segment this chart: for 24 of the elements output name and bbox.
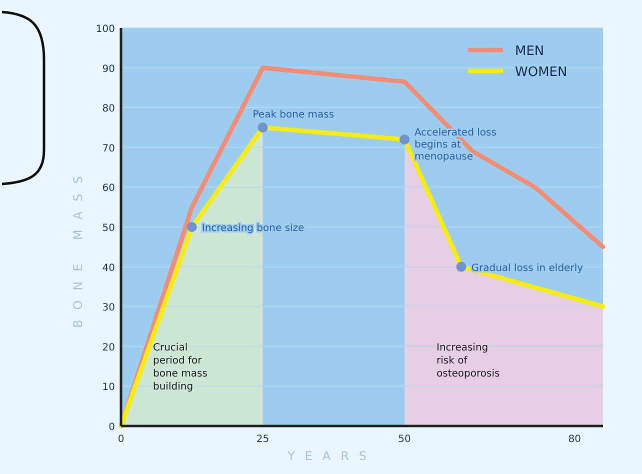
annotation: Peak bone mass (252, 110, 334, 120)
y-tick-label: 80 (102, 104, 115, 115)
y-tick-label: 10 (102, 382, 115, 394)
y-tick-label: 90 (102, 64, 115, 75)
legend-label: WOMEN (515, 65, 568, 80)
x-tick-label: 80 (568, 434, 582, 445)
band-label: Crucial period for bone mass building (153, 342, 208, 392)
band-label: Increasing risk of osteoporosis (436, 342, 500, 380)
y-tick-label: 0 (108, 422, 115, 433)
y-tick-label: 70 (102, 143, 115, 154)
x-axis-title: YEARS (286, 449, 377, 463)
y-tick-label: 50 (102, 223, 115, 234)
annotation: Increasing bone size (202, 223, 304, 234)
annotation: Gradual loss in elderly (471, 262, 584, 274)
y-tick-label: 100 (96, 24, 115, 35)
y-tick-label: 20 (102, 342, 115, 354)
x-tick-label: 25 (256, 434, 270, 445)
x-tick-label: 0 (118, 434, 124, 445)
y-tick-label: 30 (102, 302, 115, 314)
x-tick-label: 50 (398, 434, 411, 445)
y-axis-title: BONE MASS (71, 166, 85, 328)
legend-label: MEN (515, 44, 544, 59)
y-tick-label: 40 (102, 262, 115, 274)
y-tick-label: 60 (102, 183, 115, 194)
